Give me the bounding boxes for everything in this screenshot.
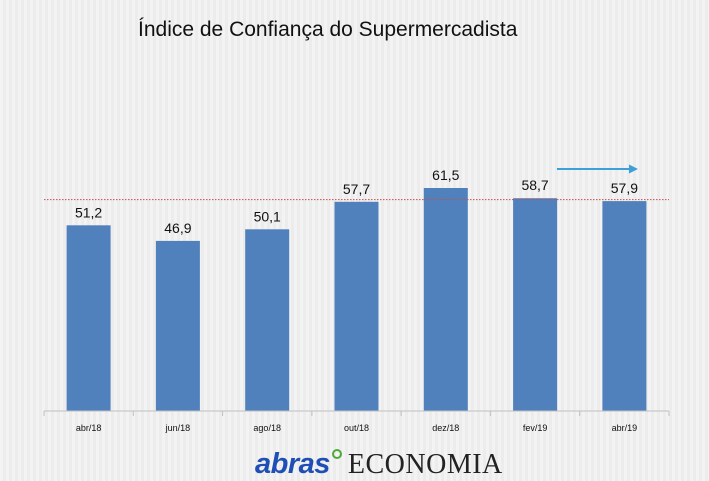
data-label-dez-18: 61,5 bbox=[432, 167, 459, 183]
bar-fev-19 bbox=[513, 198, 558, 411]
bar-abr-19 bbox=[602, 201, 647, 411]
bar-out-18 bbox=[334, 201, 379, 411]
bar-abr-18 bbox=[66, 225, 111, 411]
bar-jun-18 bbox=[155, 240, 200, 411]
data-label-out-18: 57,7 bbox=[343, 181, 370, 197]
data-label-abr-18: 51,2 bbox=[75, 204, 102, 220]
chart-title: Índice de Confiança do Supermercadista bbox=[138, 18, 518, 41]
footer-logo: abras ECONOMIA bbox=[255, 448, 503, 480]
bar-ago-18 bbox=[245, 229, 290, 411]
x-tick-label-jun-18: jun/18 bbox=[165, 423, 191, 433]
data-label-jun-18: 46,9 bbox=[164, 220, 191, 236]
x-tick-label-ago-18: ago/18 bbox=[253, 423, 281, 433]
trend-arrow bbox=[557, 164, 638, 174]
x-tick-label-out-18: out/18 bbox=[344, 423, 369, 433]
brand-logo-text: abras bbox=[255, 448, 330, 480]
section-name: ECONOMIA bbox=[347, 449, 503, 480]
x-tick-label-dez-18: dez/18 bbox=[432, 423, 459, 433]
data-label-fev-19: 58,7 bbox=[521, 177, 548, 193]
x-tick-label-abr-19: abr/19 bbox=[612, 423, 638, 433]
data-label-ago-18: 50,1 bbox=[254, 208, 281, 224]
bar-dez-18 bbox=[423, 188, 468, 411]
bar-chart: 51,2 46,9 50,1 57,7 61,5 58,7 57,9 abr/18 jun/1… bbox=[43, 164, 670, 433]
x-tick-label-abr-18: abr/18 bbox=[76, 423, 102, 433]
x-tick-label-fev-19: fev/19 bbox=[523, 423, 548, 433]
brand-mark-icon bbox=[331, 449, 342, 459]
data-label-abr-19: 57,9 bbox=[611, 180, 638, 196]
